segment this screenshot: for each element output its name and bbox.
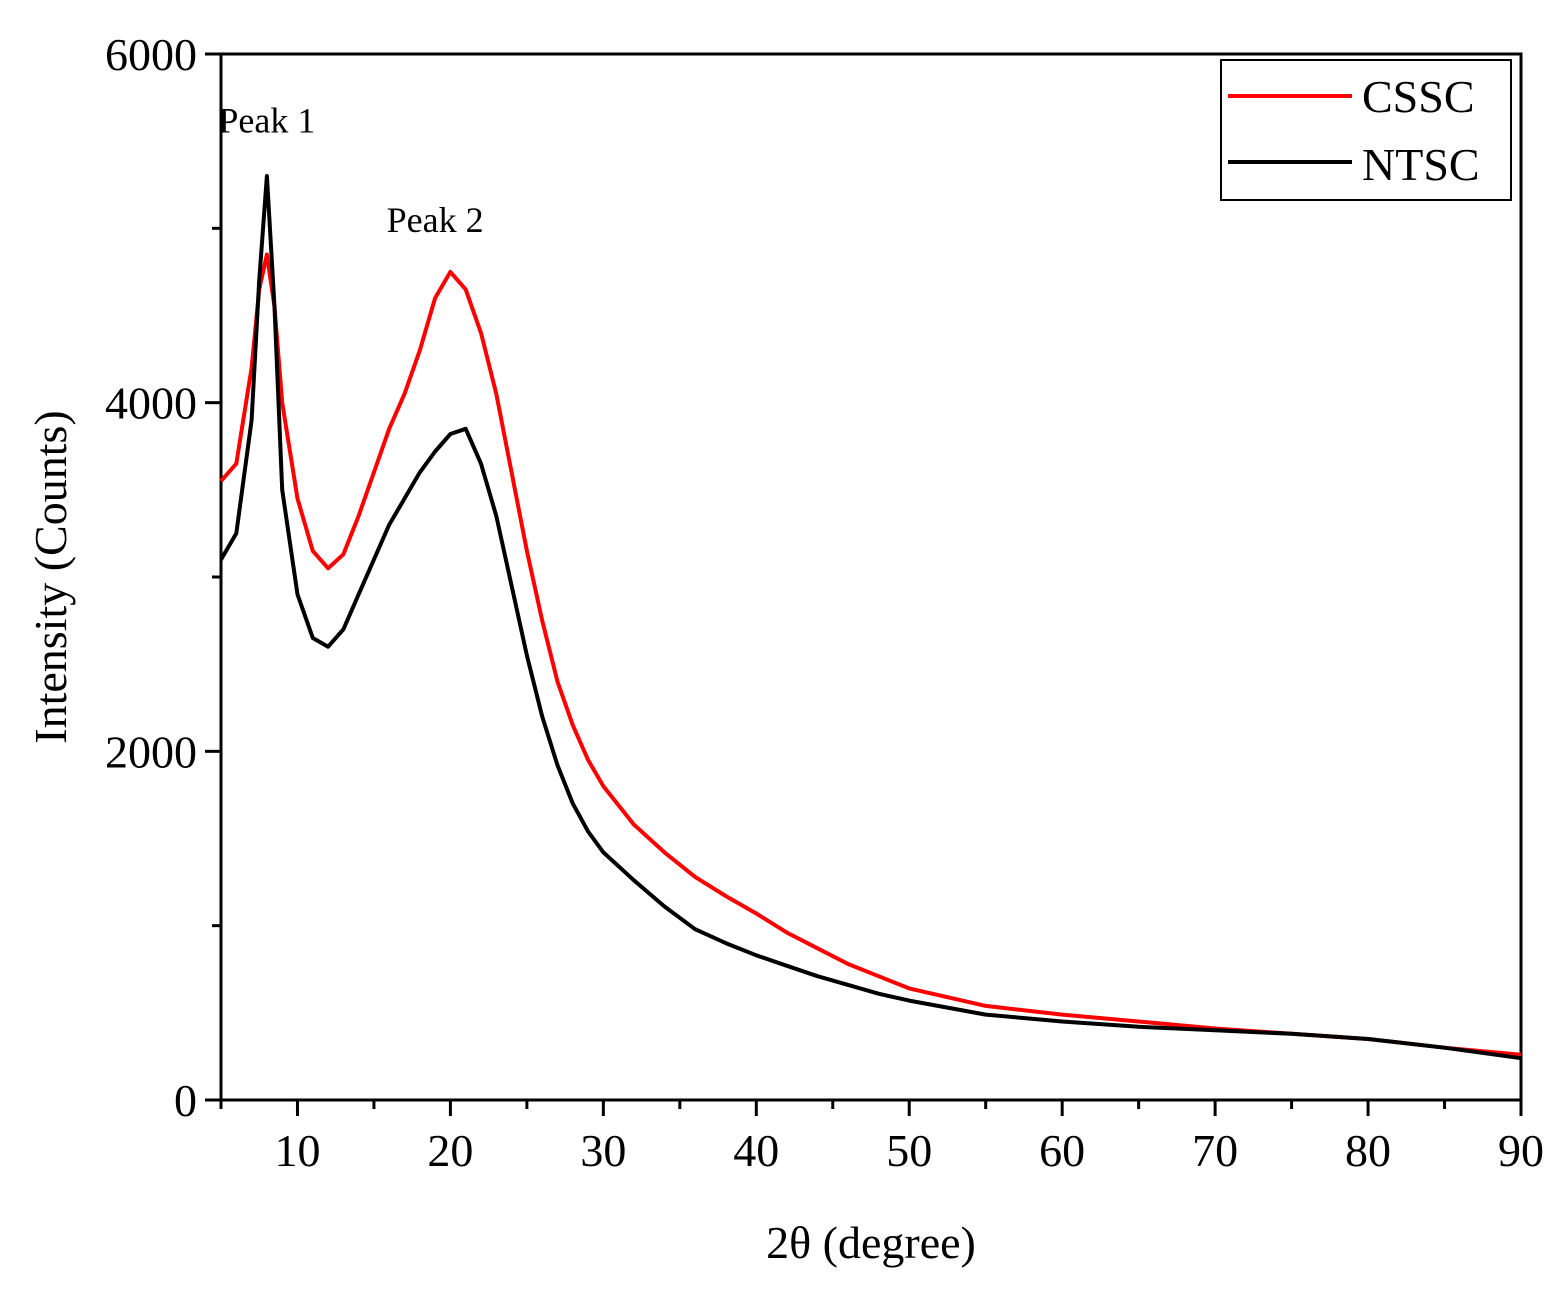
y-axis-title: Intensity (Counts): [25, 410, 76, 743]
peak-annotation-1: Peak 1: [218, 100, 315, 140]
annotation-layer: Peak 1 Peak 2: [218, 100, 483, 239]
series-line-cssc: [219, 252, 1522, 1057]
legend-box: [1220, 59, 1512, 201]
x-tick-label-20: 20: [427, 1125, 473, 1176]
y-tick-label-4000: 4000: [105, 378, 197, 429]
legend-label-ntsc: NTSC: [1362, 139, 1480, 190]
series-line-ntsc: [219, 174, 1522, 1061]
legend: CSSC NTSC: [1220, 59, 1512, 201]
series-layer: [219, 174, 1522, 1061]
x-axis-title: 2θ (degree): [766, 1217, 976, 1268]
peak-annotation-2: Peak 2: [387, 200, 484, 240]
legend-label-cssc: CSSC: [1362, 71, 1475, 122]
x-tick-label-60: 60: [1039, 1125, 1085, 1176]
x-tick-label-40: 40: [733, 1125, 779, 1176]
y-tick-label-6000: 6000: [105, 29, 197, 80]
x-tick-label-50: 50: [886, 1125, 932, 1176]
x-tick-label-10: 10: [274, 1125, 320, 1176]
x-tick-label-90: 90: [1498, 1125, 1544, 1176]
y-tick-label-0: 0: [174, 1075, 197, 1126]
x-tick-label-30: 30: [580, 1125, 626, 1176]
x-tick-label-80: 80: [1345, 1125, 1391, 1176]
ticks-layer: 10 20 30 40 50 60 70 80 90 0 2000 4000 6000: [105, 29, 1544, 1176]
x-tick-label-70: 70: [1192, 1125, 1238, 1176]
y-tick-label-2000: 2000: [105, 726, 197, 777]
